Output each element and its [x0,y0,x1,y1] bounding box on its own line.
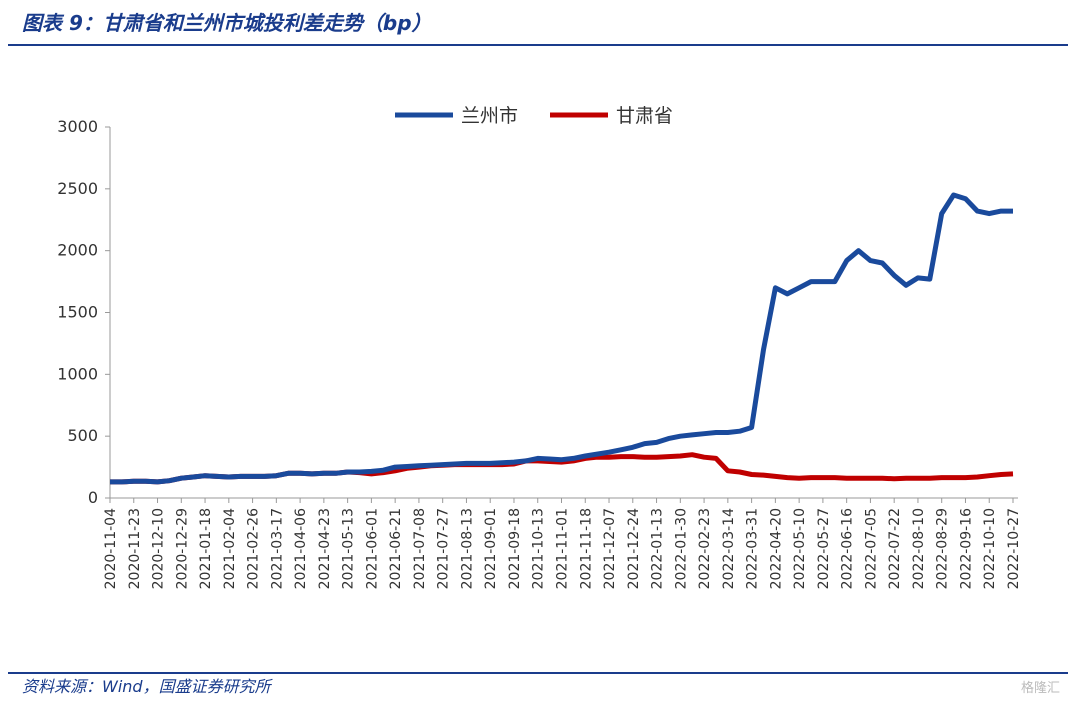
x-tick-label: 2022-07-05 [863,508,879,589]
x-tick-label: 2022-01-30 [673,508,689,589]
x-tick-label: 2021-02-04 [222,508,238,589]
x-tick-label: 2021-04-06 [293,508,309,589]
x-tick-label: 2022-03-14 [721,508,737,589]
x-tick-label: 2020-11-23 [127,508,143,589]
figure-title: 图表 9：甘肃省和兰州市城投利差走势（bp） [22,11,432,35]
x-tick-label: 2020-12-29 [174,508,190,589]
y-tick-label: 1500 [57,303,98,322]
series-line [110,192,1013,485]
x-tick-label: 2021-12-07 [602,508,618,589]
x-tick-label: 2021-04-23 [317,508,333,589]
legend-label: 甘肃省 [616,105,673,127]
x-tick-label: 2021-07-08 [412,508,428,589]
x-tick-label: 2020-11-04 [103,508,119,589]
legend-label: 兰州市 [461,105,518,127]
y-tick-label: 3000 [57,117,98,136]
y-tick-label: 2000 [57,241,98,260]
x-tick-label: 2021-09-18 [507,508,523,589]
x-tick-label: 2021-10-13 [531,508,547,589]
x-tick-label: 2022-08-29 [935,508,951,589]
x-tick-label: 2022-02-23 [697,508,713,589]
plot: 0 500 1000 1500 2000 2500 3000 2020-11-04 2020-1… [57,105,1022,589]
y-tick-label: 1000 [57,364,98,383]
x-tick-label: 2021-02-26 [246,508,262,589]
x-tick-label: 2022-04-20 [768,508,784,589]
x-tick-label: 2021-06-21 [388,508,404,589]
x-tick-label: 2021-07-27 [436,508,452,589]
x-tick-label: 2021-06-01 [364,508,380,589]
source: 资料来源：Wind，国盛证券研究所 [22,677,274,696]
x-tick-label: 2022-09-16 [958,508,974,589]
x-tick-label: 2022-01-13 [650,508,666,589]
y-tick-label: 500 [67,426,98,445]
x-tick-label: 2022-07-22 [887,508,903,589]
x-tick-label: 2021-11-01 [555,508,571,589]
x-tick-label: 2022-05-27 [816,508,832,589]
watermark: 格隆汇 [1021,680,1060,696]
x-tick-label: 2021-03-17 [269,508,285,589]
x-tick-label: 2022-10-27 [1006,508,1022,589]
x-tick-label: 2021-05-13 [341,508,357,589]
x-tick-label: 2022-05-10 [792,508,808,589]
x-tick-label: 2022-08-10 [911,508,927,589]
x-tick-label: 2020-12-10 [151,508,167,589]
x-tick-label: 2022-03-31 [745,508,761,589]
x-tick-label: 2022-10-10 [982,508,998,589]
y-tick-label: 0 [88,488,98,507]
x-tick-label: 2021-11-18 [578,508,594,589]
x-tick-label: 2021-01-18 [198,508,214,589]
x-tick-label: 2021-08-13 [459,508,475,589]
x-tick-label: 2022-06-16 [840,508,856,589]
y-tick-label: 2500 [57,179,98,198]
x-tick-label: 2021-12-24 [626,508,642,589]
x-tick-label: 2021-09-01 [483,508,499,589]
